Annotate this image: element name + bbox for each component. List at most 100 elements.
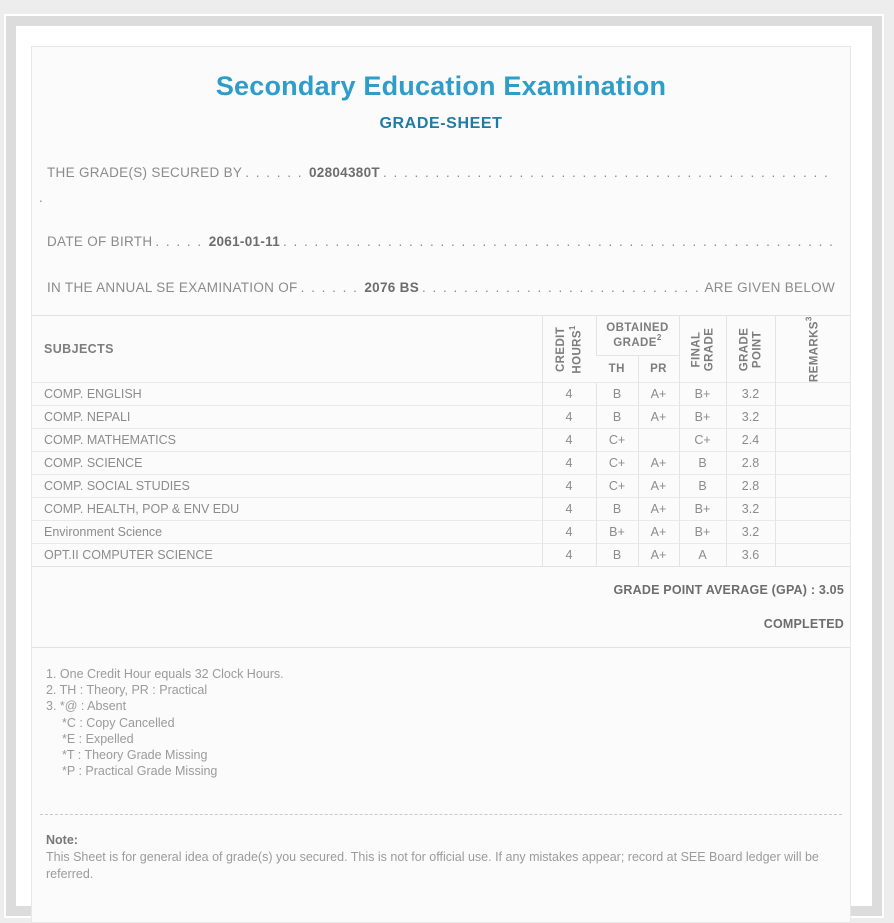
final-grade-cell: B bbox=[678, 474, 726, 498]
final-grade-cell: B+ bbox=[678, 382, 726, 406]
final-grade-text: FINAL bbox=[690, 331, 702, 367]
table-row: COMP. HEALTH, POP & ENV EDU 4 B A+ B+ 3.… bbox=[32, 497, 850, 521]
remarks-cell bbox=[774, 497, 850, 521]
subject-cell: COMP. SCIENCE bbox=[32, 451, 542, 475]
subject-cell: COMP. ENGLISH bbox=[32, 382, 542, 406]
note-block: Note: This Sheet is for general idea of … bbox=[46, 832, 830, 882]
practical-grade-cell: A+ bbox=[637, 382, 679, 406]
footnotes: 1. One Credit Hour equals 32 Clock Hours… bbox=[32, 666, 850, 779]
dotted-leader: . . . . . bbox=[155, 234, 203, 249]
gradesheet-card: Secondary Education Examination GRADE-SH… bbox=[6, 16, 882, 923]
credit-hours-cell: 4 bbox=[541, 405, 596, 429]
are-given-below-label: ARE GIVEN BELOW bbox=[704, 280, 835, 295]
obtained-grade-text: OBTAINED bbox=[606, 322, 669, 335]
credit-hours-cell: 4 bbox=[541, 382, 596, 406]
footnote-line: 2. TH : Theory, PR : Practical bbox=[46, 683, 208, 698]
grade-point-cell: 2.8 bbox=[725, 474, 775, 498]
practical-grade-cell: A+ bbox=[637, 543, 679, 567]
grade-point-cell: 3.2 bbox=[725, 405, 775, 429]
column-header-pr: PR bbox=[637, 355, 679, 383]
dotted-leader: . . . . . . bbox=[300, 280, 359, 295]
credit-hours-cell: 4 bbox=[541, 497, 596, 521]
grade-point-cell: 2.4 bbox=[725, 428, 775, 452]
student-info: THE GRADE(S) SECURED BY . . . . . . 0280… bbox=[32, 165, 850, 295]
column-header-obtained-grade: OBTAINED GRADE2 bbox=[595, 315, 679, 356]
final-grade-cell: B+ bbox=[678, 497, 726, 521]
column-header-subjects: SUBJECTS bbox=[44, 342, 114, 356]
subject-cell: COMP. MATHEMATICS bbox=[32, 428, 542, 452]
gpa-value-line: GRADE POINT AVERAGE (GPA) : 3.05 bbox=[613, 583, 844, 597]
grades-secured-line: THE GRADE(S) SECURED BY . . . . . . 0280… bbox=[47, 165, 835, 180]
footnote-line: 1. One Credit Hour equals 32 Clock Hours… bbox=[46, 667, 284, 681]
remarks-cell bbox=[774, 474, 850, 498]
credit-hours-cell: 4 bbox=[541, 543, 596, 567]
grade-point-text: GRADE bbox=[738, 327, 750, 371]
grade-point-cell: 3.2 bbox=[725, 382, 775, 406]
theory-grade-cell: B bbox=[595, 405, 638, 429]
credit-hours-text: CREDIT bbox=[554, 326, 567, 372]
theory-grade-cell: B bbox=[595, 497, 638, 521]
footnote-line: *C : Copy Cancelled bbox=[62, 715, 175, 730]
theory-grade-cell: C+ bbox=[595, 428, 638, 452]
final-grade-cell: B+ bbox=[678, 405, 726, 429]
credit-hours-cell: 4 bbox=[541, 428, 596, 452]
credit-hours-cell: 4 bbox=[541, 451, 596, 475]
subject-cell: OPT.II COMPUTER SCIENCE bbox=[32, 543, 542, 567]
grade-table-body: COMP. ENGLISH 4 B A+ B+ 3.2 COMP. NEPALI… bbox=[32, 382, 850, 567]
grades-secured-label: THE GRADE(S) SECURED BY bbox=[47, 165, 243, 180]
table-row: COMP. MATHEMATICS 4 C+ C+ 2.4 bbox=[32, 428, 850, 452]
remarks-cell bbox=[774, 405, 850, 429]
credit-hours-cell: 4 bbox=[541, 520, 596, 544]
page-subtitle: GRADE-SHEET bbox=[379, 115, 503, 132]
gradesheet-panel: Secondary Education Examination GRADE-SH… bbox=[31, 46, 851, 923]
subject-cell: COMP. NEPALI bbox=[32, 405, 542, 429]
grade-point-cell: 3.6 bbox=[725, 543, 775, 567]
date-of-birth-line: DATE OF BIRTH . . . . . 2061-01-11 . . .… bbox=[47, 234, 835, 249]
remarks-cell bbox=[774, 382, 850, 406]
subject-cell: COMP. SOCIAL STUDIES bbox=[32, 474, 542, 498]
column-header-credit-hours: CREDIT HOURS1 bbox=[541, 315, 596, 383]
obtained-grade-text: GRADE bbox=[613, 336, 657, 349]
date-of-birth-value: 2061-01-11 bbox=[208, 234, 280, 249]
practical-grade-cell bbox=[637, 428, 679, 452]
remarks-cell bbox=[774, 428, 850, 452]
final-grade-text: GRADE bbox=[702, 327, 715, 371]
practical-grade-cell: A+ bbox=[637, 405, 679, 429]
practical-grade-cell: A+ bbox=[637, 474, 679, 498]
table-row: COMP. SOCIAL STUDIES 4 C+ A+ B 2.8 bbox=[32, 474, 850, 498]
final-grade-cell: A bbox=[678, 543, 726, 567]
symbol-number-value: 02804380T bbox=[308, 165, 380, 180]
table-row: COMP. ENGLISH 4 B A+ B+ 3.2 bbox=[32, 382, 850, 406]
footnote-line: 3. *@ : Absent bbox=[46, 699, 127, 714]
credit-hours-cell: 4 bbox=[541, 474, 596, 498]
column-header-th: TH bbox=[596, 355, 638, 383]
theory-grade-cell: B+ bbox=[595, 520, 638, 544]
dotted-leader-fill: . . . . . . . . . . . . . . . . . . . . … bbox=[382, 165, 835, 180]
practical-grade-cell: A+ bbox=[637, 497, 679, 521]
practical-grade-cell: A+ bbox=[637, 520, 679, 544]
examination-label: IN THE ANNUAL SE EXAMINATION OF bbox=[47, 280, 298, 295]
remarks-cell bbox=[774, 543, 850, 567]
remarks-cell bbox=[774, 451, 850, 475]
column-header-remarks: REMARKS3 bbox=[774, 315, 850, 383]
grade-point-cell: 3.2 bbox=[725, 497, 775, 521]
page-title: Secondary Education Examination bbox=[215, 71, 667, 101]
dotted-leader-fill: . . . . . . . . . . . . . . . . . . . . … bbox=[422, 280, 698, 295]
remarks-text: REMARKS bbox=[808, 320, 821, 382]
examination-year-value: 2076 BS bbox=[364, 280, 419, 295]
credit-hours-text: HOURS bbox=[570, 329, 583, 374]
dotted-leader-fill: . . . . . . . . . . . . . . . . . . . . … bbox=[283, 234, 835, 249]
grade-point-cell: 2.8 bbox=[725, 451, 775, 475]
date-of-birth-label: DATE OF BIRTH bbox=[47, 234, 153, 249]
final-grade-cell: B+ bbox=[678, 520, 726, 544]
grades-table: SUBJECTS CREDIT HOURS1 OBTAINED GRADE2 FI… bbox=[32, 315, 850, 567]
table-row: COMP. SCIENCE 4 C+ A+ B 2.8 bbox=[32, 451, 850, 475]
column-header-final-grade: FINAL GRADE bbox=[678, 315, 726, 383]
theory-grade-cell: B bbox=[595, 382, 638, 406]
dashed-divider bbox=[40, 814, 842, 816]
theory-grade-cell: C+ bbox=[595, 474, 638, 498]
obtained-grade-superscript: 2 bbox=[656, 333, 662, 343]
grade-point-cell: 3.2 bbox=[725, 520, 775, 544]
table-row: COMP. NEPALI 4 B A+ B+ 3.2 bbox=[32, 405, 850, 429]
credit-hours-superscript: 1 bbox=[567, 324, 577, 330]
